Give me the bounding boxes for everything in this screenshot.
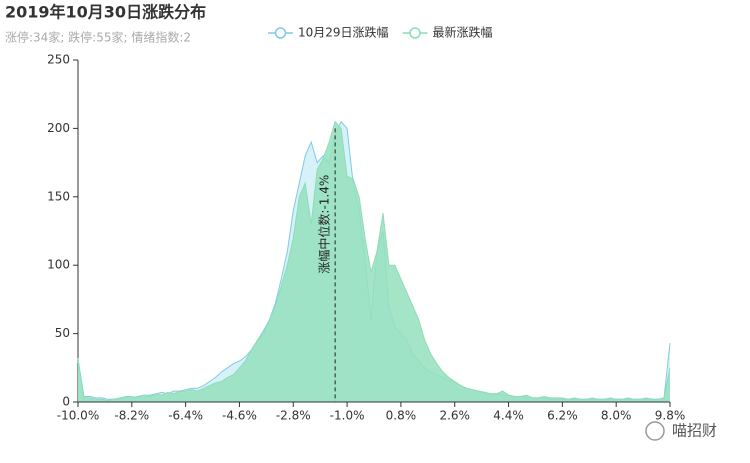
x-tick-label: -1.0% xyxy=(330,409,365,423)
y-tick-label: 150 xyxy=(47,189,70,203)
chart-title: 2019年10月30日涨跌分布 xyxy=(5,3,206,22)
chart-subtitle: 涨停:34家; 跌停:55家; 情绪指数:2 xyxy=(5,30,191,45)
median-label: 涨幅中位数:-1.4% xyxy=(317,175,332,274)
x-tick-label: 9.8% xyxy=(655,409,686,423)
x-tick-label: 4.4% xyxy=(493,409,524,423)
x-tick-label: 8.0% xyxy=(601,409,632,423)
x-tick-label: -10.0% xyxy=(57,409,99,423)
x-tick-label: -8.2% xyxy=(114,409,149,423)
y-tick-label: 250 xyxy=(47,53,70,67)
line xyxy=(77,120,671,402)
y-tick-label: 0 xyxy=(62,395,70,409)
watermark: 喵招财 xyxy=(672,422,717,440)
x-tick-label: -2.8% xyxy=(276,409,311,423)
x-tick-label: -6.4% xyxy=(168,409,203,423)
y-tick-label: 200 xyxy=(47,121,70,135)
y-tick-label: 100 xyxy=(47,258,70,272)
x-tick-label: 0.8% xyxy=(386,409,417,423)
legend-label: 最新涨跌幅 xyxy=(433,25,493,40)
x-tick-label: 6.2% xyxy=(547,409,578,423)
y-tick-label: 50 xyxy=(55,326,70,340)
legend-marker xyxy=(274,27,287,39)
watermark-icon xyxy=(645,421,665,441)
legend-marker xyxy=(409,27,421,39)
x-tick-label: 2.6% xyxy=(439,409,470,423)
x-tick-label: -4.6% xyxy=(222,409,257,423)
legend-label: 10月29日涨跌幅 xyxy=(298,25,389,40)
